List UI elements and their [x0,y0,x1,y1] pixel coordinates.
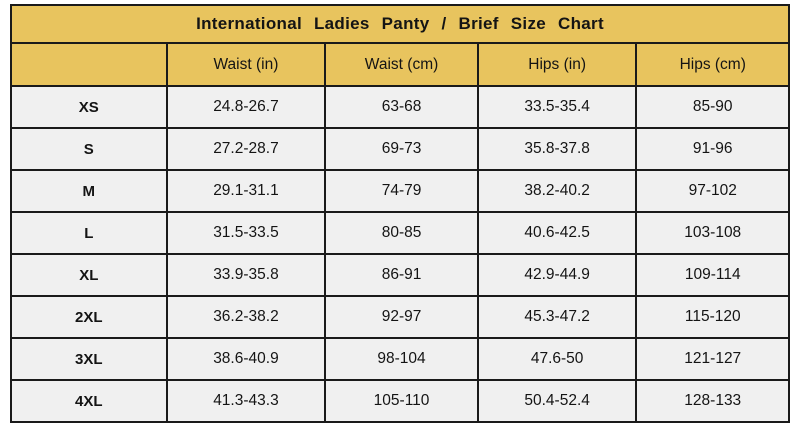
table-row: S 27.2-28.7 69-73 35.8-37.8 91-96 [10,127,790,171]
size-label: XS [10,85,168,129]
hips-in-value: 33.5-35.4 [476,85,638,129]
column-header-waist-cm: Waist (cm) [324,42,479,87]
waist-in-value: 41.3-43.3 [165,379,327,423]
size-label: XL [10,253,168,297]
hips-cm-value: 115-120 [635,295,790,339]
hips-cm-value: 109-114 [635,253,790,297]
waist-cm-value: 80-85 [324,211,479,255]
hips-in-value: 42.9-44.9 [476,253,638,297]
waist-cm-value: 69-73 [324,127,479,171]
size-chart: International Ladies Panty / Brief Size … [10,4,790,423]
hips-cm-value: 103-108 [635,211,790,255]
hips-cm-value: 91-96 [635,127,790,171]
hips-cm-value: 121-127 [635,337,790,381]
table-row: L 31.5-33.5 80-85 40.6-42.5 103-108 [10,211,790,255]
size-label: 3XL [10,337,168,381]
hips-in-value: 47.6-50 [476,337,638,381]
waist-cm-value: 86-91 [324,253,479,297]
size-label: 4XL [10,379,168,423]
hips-in-value: 38.2-40.2 [476,169,638,213]
waist-cm-value: 63-68 [324,85,479,129]
size-label: L [10,211,168,255]
size-label: S [10,127,168,171]
waist-cm-value: 105-110 [324,379,479,423]
table-row: 2XL 36.2-38.2 92-97 45.3-47.2 115-120 [10,295,790,339]
hips-cm-value: 128-133 [635,379,790,423]
hips-in-value: 40.6-42.5 [476,211,638,255]
waist-in-value: 31.5-33.5 [165,211,327,255]
hips-cm-value: 97-102 [635,169,790,213]
column-header-waist-in: Waist (in) [165,42,327,87]
hips-in-value: 45.3-47.2 [476,295,638,339]
waist-in-value: 33.9-35.8 [165,253,327,297]
page-title: International Ladies Panty / Brief Size … [10,4,790,44]
waist-in-value: 24.8-26.7 [165,85,327,129]
waist-in-value: 29.1-31.1 [165,169,327,213]
column-header-size [10,42,168,87]
waist-cm-value: 98-104 [324,337,479,381]
waist-in-value: 27.2-28.7 [165,127,327,171]
table-row: M 29.1-31.1 74-79 38.2-40.2 97-102 [10,169,790,213]
size-label: M [10,169,168,213]
table-row: 3XL 38.6-40.9 98-104 47.6-50 121-127 [10,337,790,381]
hips-in-value: 35.8-37.8 [476,127,638,171]
size-label: 2XL [10,295,168,339]
column-header-hips-cm: Hips (cm) [635,42,790,87]
table-row: 4XL 41.3-43.3 105-110 50.4-52.4 128-133 [10,379,790,423]
hips-in-value: 50.4-52.4 [476,379,638,423]
table-row: XL 33.9-35.8 86-91 42.9-44.9 109-114 [10,253,790,297]
waist-cm-value: 92-97 [324,295,479,339]
column-header-row: Waist (in) Waist (cm) Hips (in) Hips (cm… [10,42,790,87]
hips-cm-value: 85-90 [635,85,790,129]
size-chart-table: International Ladies Panty / Brief Size … [10,4,790,423]
title-row: International Ladies Panty / Brief Size … [10,4,790,44]
waist-in-value: 38.6-40.9 [165,337,327,381]
column-header-hips-in: Hips (in) [476,42,638,87]
waist-cm-value: 74-79 [324,169,479,213]
table-row: XS 24.8-26.7 63-68 33.5-35.4 85-90 [10,85,790,129]
waist-in-value: 36.2-38.2 [165,295,327,339]
